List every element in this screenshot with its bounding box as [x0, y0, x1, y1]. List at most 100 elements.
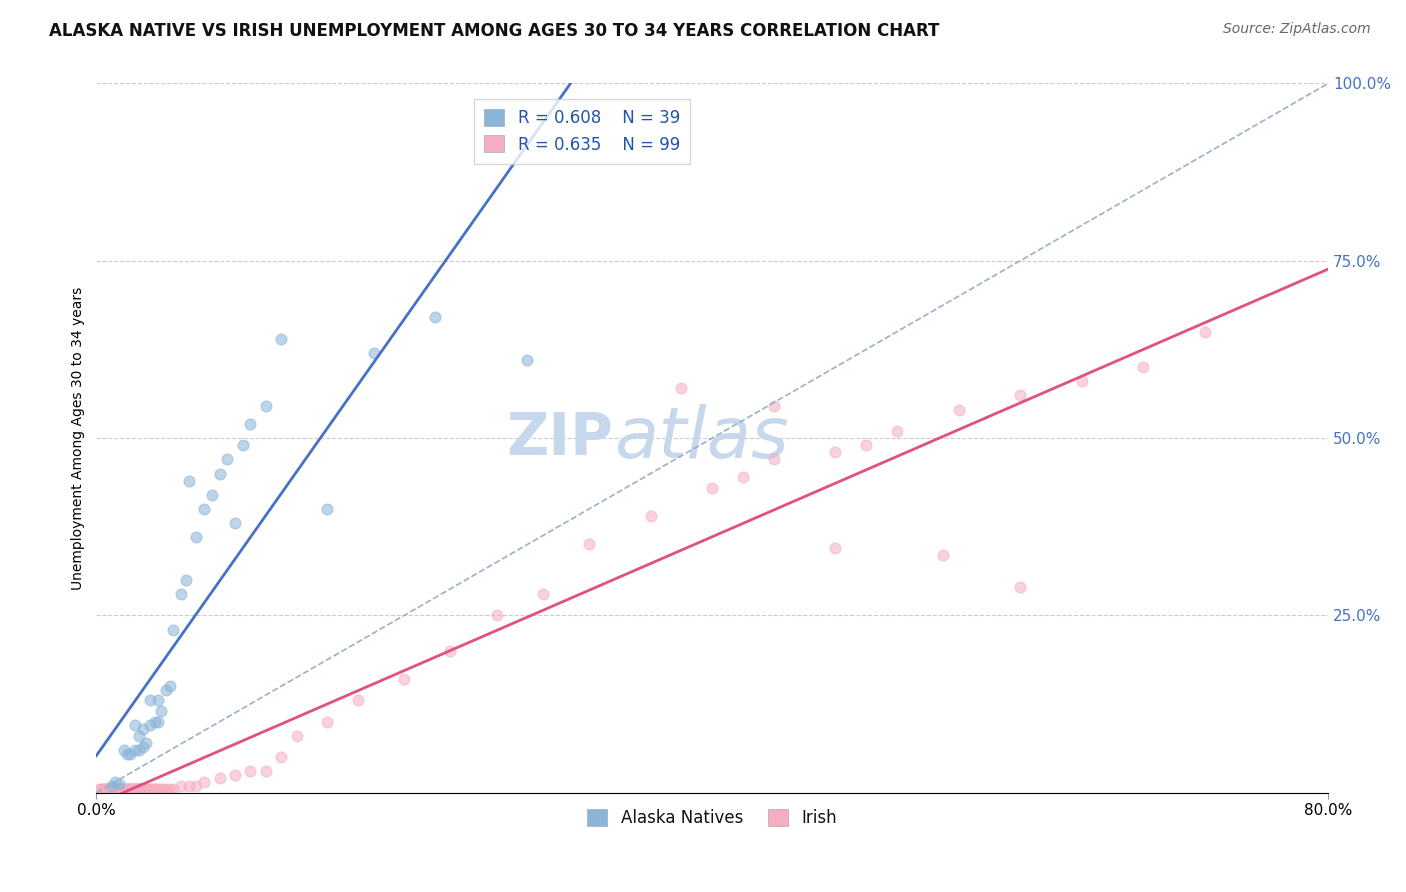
Point [142, 782, 165, 797]
Point [159, 679, 181, 693]
Point [115, 782, 138, 797]
Point [156, 782, 179, 797]
Point [193, 775, 215, 789]
Point [193, 502, 215, 516]
Point [135, 782, 157, 797]
Point [159, 782, 181, 797]
Point [128, 729, 150, 743]
Point [122, 782, 145, 797]
Point [105, 782, 128, 797]
Point [94, 782, 117, 797]
Point [224, 768, 246, 782]
Point [107, 782, 129, 797]
Point [139, 718, 162, 732]
Text: atlas: atlas [613, 403, 789, 473]
Point [162, 623, 184, 637]
Point [1194, 325, 1216, 339]
Point [108, 777, 131, 791]
Point [640, 509, 662, 524]
Point [150, 782, 173, 797]
Point [111, 782, 134, 797]
Point [131, 722, 153, 736]
Point [100, 782, 122, 797]
Point [114, 782, 136, 797]
Point [90, 782, 112, 797]
Point [132, 782, 155, 797]
Point [138, 782, 160, 797]
Point [146, 782, 169, 797]
Point [531, 587, 554, 601]
Point [316, 714, 339, 729]
Point [155, 682, 177, 697]
Point [1132, 360, 1154, 375]
Point [932, 548, 955, 562]
Point [112, 782, 135, 797]
Point [174, 573, 197, 587]
Point [103, 782, 125, 797]
Point [139, 693, 162, 707]
Point [177, 779, 200, 793]
Point [121, 782, 143, 797]
Point [97, 782, 120, 797]
Point [100, 782, 122, 797]
Point [125, 782, 148, 797]
Point [146, 714, 169, 729]
Point [94, 782, 117, 797]
Point [232, 438, 254, 452]
Point [1070, 374, 1092, 388]
Point [114, 782, 136, 797]
Point [122, 782, 145, 797]
Point [96, 782, 118, 797]
Point [110, 782, 132, 797]
Point [162, 782, 184, 797]
Point [239, 417, 262, 431]
Point [762, 452, 785, 467]
Point [103, 782, 125, 797]
Point [115, 782, 138, 797]
Point [731, 470, 754, 484]
Y-axis label: Unemployment Among Ages 30 to 34 years: Unemployment Among Ages 30 to 34 years [72, 286, 86, 590]
Point [124, 782, 146, 797]
Point [128, 782, 150, 797]
Point [129, 782, 152, 797]
Point [91, 782, 114, 797]
Point [120, 782, 142, 797]
Point [97, 782, 120, 797]
Point [270, 750, 292, 764]
Point [285, 729, 308, 743]
Text: ZIP: ZIP [506, 409, 613, 467]
Point [98, 782, 121, 797]
Point [170, 779, 193, 793]
Point [96, 782, 118, 797]
Point [131, 782, 153, 797]
Point [578, 537, 600, 551]
Point [224, 516, 246, 530]
Point [254, 764, 277, 779]
Point [108, 782, 131, 797]
Point [217, 452, 239, 467]
Point [98, 782, 121, 797]
Point [131, 739, 153, 754]
Point [112, 743, 135, 757]
Point [855, 438, 877, 452]
Text: Source: ZipAtlas.com: Source: ZipAtlas.com [1223, 22, 1371, 37]
Point [115, 747, 138, 761]
Legend: Alaska Natives, Irish: Alaska Natives, Irish [581, 803, 844, 834]
Point [104, 782, 127, 797]
Point [104, 775, 127, 789]
Point [100, 779, 122, 793]
Point [186, 530, 208, 544]
Point [120, 782, 142, 797]
Point [316, 502, 339, 516]
Point [127, 782, 149, 797]
Point [127, 782, 149, 797]
Point [948, 402, 970, 417]
Point [239, 764, 262, 779]
Point [485, 608, 508, 623]
Point [146, 693, 169, 707]
Point [141, 782, 163, 797]
Point [516, 353, 538, 368]
Point [89, 782, 111, 797]
Point [177, 474, 200, 488]
Point [824, 445, 846, 459]
